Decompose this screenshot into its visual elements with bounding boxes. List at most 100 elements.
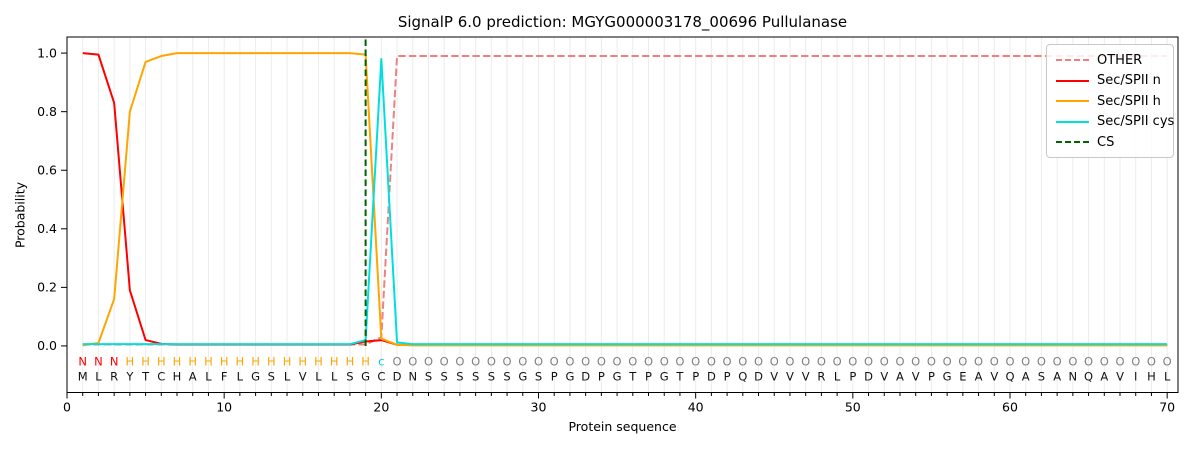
- legend-entry-sec-spii-h: Sec/SPII h: [1056, 91, 1164, 112]
- region-label-letter: O: [895, 354, 904, 368]
- region-label-letter: O: [770, 354, 779, 368]
- x-tick-label: 70: [1159, 400, 1175, 415]
- legend-label: Sec/SPII cys: [1097, 114, 1175, 130]
- y-tick-label: 0.4: [37, 221, 57, 236]
- sequence-letter: S: [1038, 370, 1045, 384]
- x-tick-label: 50: [845, 400, 861, 415]
- region-label-letter: O: [848, 354, 857, 368]
- region-label-letter: O: [393, 354, 402, 368]
- sequence-letter: R: [110, 370, 118, 384]
- region-label-letter: H: [314, 354, 323, 368]
- axes-frame: [66, 36, 1179, 393]
- region-label-letter: H: [346, 354, 355, 368]
- sequence-letter: A: [1100, 370, 1108, 384]
- region-label-letter: O: [864, 354, 873, 368]
- region-label-letter: O: [958, 354, 967, 368]
- region-label-letter: N: [78, 354, 87, 368]
- series-line-sec-spii-h: [82, 52, 1168, 347]
- region-label-letter: O: [440, 354, 449, 368]
- sequence-letter: D: [581, 370, 590, 384]
- sequence-letter: R: [817, 370, 825, 384]
- sequence-letter: T: [141, 370, 150, 384]
- region-label-letter: O: [550, 354, 559, 368]
- x-tick-label: 30: [531, 400, 547, 415]
- legend-entry-cs: CS: [1056, 132, 1164, 153]
- region-label-letter: H: [126, 354, 135, 368]
- region-label-letter: O: [738, 354, 747, 368]
- gridlines: [82, 37, 1168, 393]
- sequence-letter: V: [990, 370, 998, 384]
- sequence-letter: G: [565, 370, 574, 384]
- region-label-letter: O: [613, 354, 622, 368]
- region-label-letter: O: [424, 354, 433, 368]
- region-label-letter: O: [1021, 354, 1030, 368]
- sequence-letter: P: [849, 370, 856, 384]
- region-label-letter: N: [94, 354, 103, 368]
- region-label-letter: O: [707, 354, 716, 368]
- sequence-letter: S: [346, 370, 353, 384]
- sequence-letter: A: [975, 370, 983, 384]
- sequence-letter: A: [1022, 370, 1030, 384]
- region-label-letter: O: [833, 354, 842, 368]
- region-label-letter: O: [880, 354, 889, 368]
- legend-entry-sec-spii-cys: Sec/SPII cys: [1056, 112, 1174, 133]
- region-label-letter: H: [330, 354, 339, 368]
- sequence-letter: E: [959, 370, 966, 384]
- series-line-other: [82, 55, 1168, 346]
- region-label-letter: O: [581, 354, 590, 368]
- region-label-letter: N: [110, 354, 119, 368]
- region-label-letter: O: [408, 354, 417, 368]
- sequence-letter: T: [628, 370, 637, 384]
- sequence-letter: V: [802, 370, 810, 384]
- sequence-letter: G: [251, 370, 260, 384]
- sequence-letter: S: [441, 370, 448, 384]
- sequence-letter: G: [518, 370, 527, 384]
- sequence-letter: V: [299, 370, 307, 384]
- sequence-letter: D: [393, 370, 402, 384]
- sequence-letter: V: [1116, 370, 1124, 384]
- x-tick-label: 20: [373, 400, 389, 415]
- legend-line-n-icon: [1056, 79, 1089, 82]
- y-tick-label: 1.0: [37, 45, 57, 60]
- region-label-letter: O: [675, 354, 684, 368]
- sequence-letter: V: [770, 370, 778, 384]
- region-label-letter: O: [628, 354, 637, 368]
- region-label-letter: O: [785, 354, 794, 368]
- sequence-letter: L: [331, 370, 338, 384]
- region-label-letter: O: [1084, 354, 1093, 368]
- region-label-letter: O: [691, 354, 700, 368]
- sequence-letter: M: [78, 370, 88, 384]
- sequence-letter: G: [613, 370, 622, 384]
- region-label-letter: H: [220, 354, 229, 368]
- legend-line-cys-icon: [1056, 120, 1089, 123]
- sequence-letter: S: [472, 370, 479, 384]
- region-label-letter: O: [565, 354, 574, 368]
- x-tick-label: 10: [216, 400, 232, 415]
- region-label-letter: H: [173, 354, 182, 368]
- x-tick-label: 60: [1002, 400, 1018, 415]
- region-label-letter: H: [141, 354, 150, 368]
- sequence-letter: P: [645, 370, 652, 384]
- legend-entry-sec-spii-n: Sec/SPII n: [1056, 71, 1164, 92]
- sequence-letter: F: [221, 370, 228, 384]
- legend-line-cs-icon: [1056, 141, 1089, 144]
- sequence-letter: Q: [1084, 370, 1093, 384]
- y-axis-label: Probability: [12, 181, 28, 249]
- x-tick-label: 40: [688, 400, 704, 415]
- region-label-letter: O: [911, 354, 920, 368]
- sequence-letter: L: [834, 370, 841, 384]
- sequence-letter: L: [284, 370, 291, 384]
- sequence-letter: N: [1069, 370, 1078, 384]
- region-label-letter: H: [188, 354, 197, 368]
- region-label-letter: O: [1053, 354, 1062, 368]
- region-label-letter: O: [927, 354, 936, 368]
- sequence-letter: H: [173, 370, 182, 384]
- sequence-letter: P: [928, 370, 935, 384]
- sequence-letter: V: [786, 370, 794, 384]
- region-label-letter: O: [817, 354, 826, 368]
- region-label-letter: O: [518, 354, 527, 368]
- region-label-letter: H: [157, 354, 166, 368]
- series-line-sec-spii-n: [82, 52, 1168, 347]
- sequence-letter: S: [268, 370, 275, 384]
